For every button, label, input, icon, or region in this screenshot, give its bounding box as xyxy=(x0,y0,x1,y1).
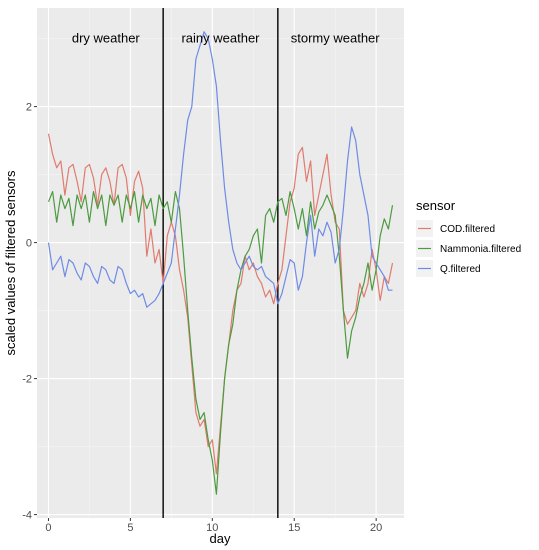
grid xyxy=(37,8,404,518)
series-lines xyxy=(47,31,394,495)
legend-title: sensor xyxy=(416,198,456,213)
weather-boundaries xyxy=(162,8,279,518)
annotation-stormy-weather: stormy weather xyxy=(291,31,381,46)
legend-label-cod: COD.filtered xyxy=(440,224,495,235)
legend-label-q: Q.filtered xyxy=(440,264,481,275)
x-tick-label: 5 xyxy=(127,522,133,534)
annotation-dry-weather: dry weather xyxy=(72,31,141,46)
y-axis-title: scaled values of filtered sensors xyxy=(3,170,18,355)
x-tick-label: 10 xyxy=(206,522,218,534)
y-tick-label: 2 xyxy=(26,102,32,114)
y-tick-label: 0 xyxy=(26,238,32,250)
x-tick-label: 15 xyxy=(288,522,300,534)
y-tick-label: -2 xyxy=(22,374,32,386)
legend: sensor COD.filtered Nammonia.filtered Q.… xyxy=(416,198,521,277)
x-tick-label: 20 xyxy=(370,522,382,534)
annotation-rainy-weather: rainy weather xyxy=(181,31,260,46)
series-line-q xyxy=(47,31,393,308)
series-line-nammonia xyxy=(47,191,394,495)
y-tick-label: -4 xyxy=(22,510,32,522)
x-axis-title: day xyxy=(210,531,231,546)
legend-label-nammonia: Nammonia.filtered xyxy=(440,244,521,255)
x-tick-label: 0 xyxy=(45,522,51,534)
axes: -4 -2 0 2 0 5 10 15 20 xyxy=(22,102,382,534)
